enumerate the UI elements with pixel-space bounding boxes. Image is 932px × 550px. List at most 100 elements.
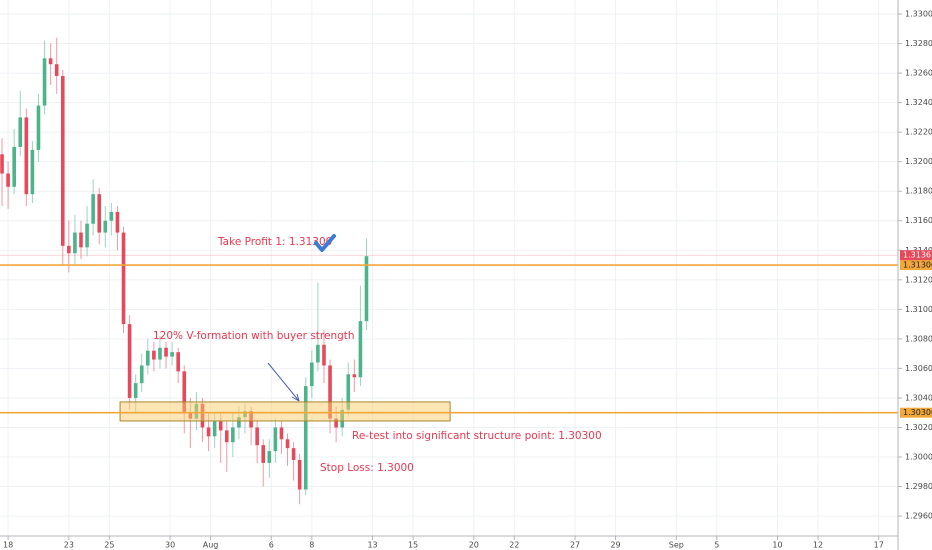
y-tick-label: 1.31200	[905, 275, 932, 284]
y-tick-label: 1.33000	[905, 10, 932, 19]
x-tick-label: 10	[772, 541, 782, 550]
annotation: Re-test into significant structure point…	[352, 430, 602, 442]
x-tick-label: 5	[714, 541, 719, 550]
candle-body	[206, 427, 211, 437]
y-tick-label: 1.29600	[905, 512, 932, 521]
y-tick-label: 1.31800	[905, 187, 932, 196]
x-tick-label: 30	[165, 541, 175, 550]
candle-body	[146, 350, 150, 366]
candle-body	[73, 232, 77, 254]
x-tick-label: Sep	[669, 541, 684, 550]
level-label-box	[900, 260, 932, 271]
y-tick-label: 1.32600	[905, 69, 932, 78]
y-tick-label: 1.29800	[905, 482, 932, 491]
candle-body	[54, 64, 59, 77]
candle-body	[328, 365, 332, 419]
y-tick-label: 1.30600	[905, 364, 932, 373]
arrow-line	[267, 362, 300, 402]
x-tick-label: 13	[367, 541, 377, 550]
annotation: 120% V-formation with buyer strength	[153, 330, 355, 342]
y-tick-label: 1.32200	[905, 128, 932, 137]
candle-body	[291, 448, 296, 460]
candle-body	[224, 430, 229, 443]
x-tick-label: 17	[874, 541, 884, 550]
candle-body	[24, 117, 29, 195]
x-tick-label: 6	[269, 541, 274, 550]
candle-body	[0, 154, 4, 174]
y-tick-label: 1.30400	[905, 393, 932, 402]
x-tick-label: 12	[813, 541, 823, 550]
candle-body	[158, 347, 162, 360]
x-tick-label: 15	[408, 541, 418, 550]
candle-body	[346, 374, 351, 410]
candle-body	[285, 439, 290, 449]
x-tick-label: 23	[64, 541, 74, 550]
grid	[0, 0, 898, 536]
support-zone	[119, 401, 451, 422]
candle-body	[133, 383, 138, 398]
candle-body	[297, 459, 302, 490]
candle-body	[36, 105, 41, 150]
y-tick-label: 1.32800	[905, 39, 932, 48]
y-tick-label: 1.32000	[905, 157, 932, 166]
candle-body	[212, 421, 217, 437]
candle-body	[273, 427, 278, 452]
x-tick-label: 20	[469, 541, 479, 550]
candle-body	[334, 418, 338, 428]
y-tick-label: 1.30000	[905, 453, 932, 462]
candle-body	[60, 76, 65, 246]
candle-body	[231, 427, 235, 443]
candle-body	[67, 245, 71, 254]
candle-body	[6, 173, 10, 187]
y-tick-label: 1.30200	[905, 423, 932, 432]
candle-body	[316, 344, 320, 363]
y-tick-label: 1.32400	[905, 98, 932, 107]
candle-body	[97, 194, 102, 233]
annotation: Stop Loss: 1.3000	[320, 462, 414, 474]
candle-body	[152, 350, 156, 360]
level-label: 1.31300	[903, 261, 932, 270]
candle-body	[322, 344, 326, 366]
candle-body	[267, 451, 272, 463]
x-tick-label: Aug	[203, 541, 219, 550]
candle-body	[364, 256, 369, 322]
level-label-box	[900, 407, 932, 418]
candle-body	[79, 232, 83, 248]
candle-body	[182, 371, 187, 413]
candle-body	[109, 211, 114, 221]
annotation: Take Profit 1: 1.31300	[217, 236, 332, 248]
candle-body	[237, 417, 241, 428]
arrow-head	[291, 393, 300, 402]
y-tick-label: 1.30800	[905, 334, 932, 343]
level-label: 1.30300	[903, 408, 932, 417]
x-tick-label: 18	[3, 541, 13, 550]
plot-area	[0, 37, 898, 505]
candle-body	[18, 117, 23, 147]
candle-body	[48, 58, 53, 65]
candle-body	[127, 324, 132, 398]
check-mark	[314, 234, 336, 252]
candle-body	[85, 223, 89, 248]
candle-body	[30, 149, 35, 195]
candle-body	[170, 352, 174, 357]
x-tick-label: 22	[509, 541, 519, 550]
candle-body	[218, 421, 223, 431]
candle-body	[164, 347, 168, 357]
x-tick-label: 29	[610, 541, 620, 550]
candle-body	[91, 194, 95, 224]
candle-body	[352, 374, 357, 378]
candle-body	[303, 386, 308, 490]
candle-body	[103, 220, 108, 233]
candle-body	[115, 211, 120, 233]
candle-body	[42, 58, 47, 106]
candle-body	[121, 232, 126, 325]
x-tick-label: 27	[570, 541, 580, 550]
y-tick-label: 1.31000	[905, 305, 932, 314]
x-tick-label: 25	[104, 541, 114, 550]
candle-body	[358, 321, 363, 378]
axes: 1.29600 1.29800 1.30000 1.30200 1.30400 1.306…	[3, 10, 932, 550]
last-price-box	[900, 250, 932, 261]
candle-body	[139, 365, 144, 384]
